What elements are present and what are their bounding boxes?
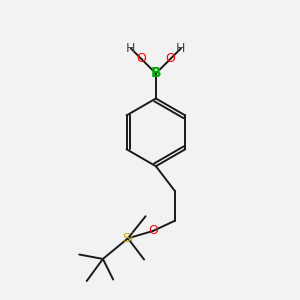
Text: H: H (176, 42, 186, 55)
Text: B: B (151, 66, 161, 80)
Text: O: O (148, 224, 158, 238)
Text: H: H (126, 42, 136, 55)
Text: Si: Si (122, 232, 134, 245)
Text: O: O (166, 52, 176, 65)
Text: O: O (136, 52, 146, 65)
